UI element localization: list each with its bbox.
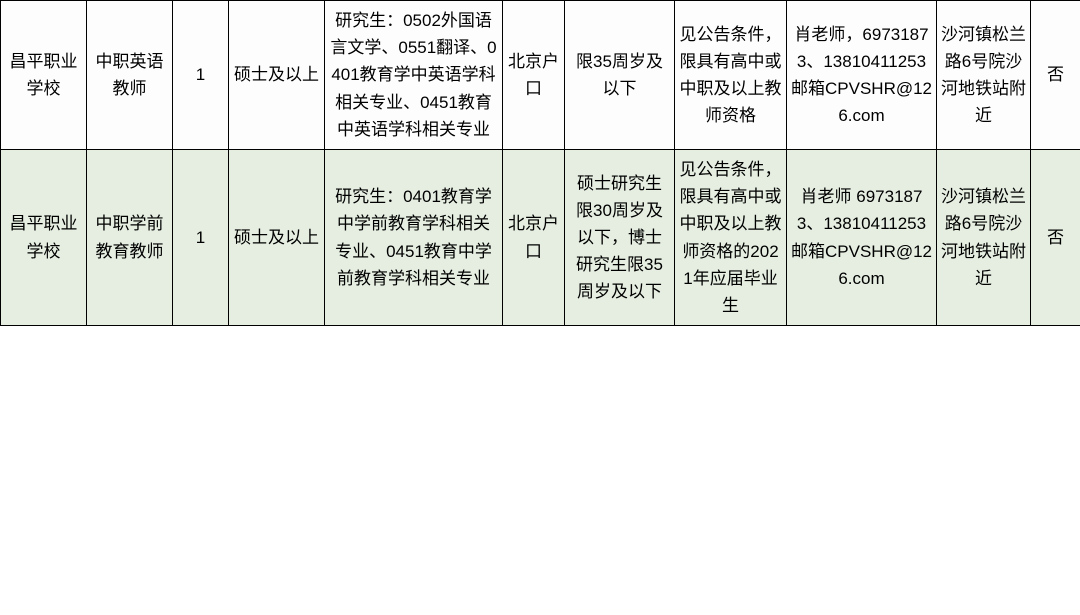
cell-age: 硕士研究生限30周岁及以下，博士研究生限35周岁及以下: [565, 149, 675, 325]
cell-hukou: 北京户口: [503, 149, 565, 325]
cell-requirement: 见公告条件，限具有高中或中职及以上教师资格: [675, 1, 787, 150]
cell-major: 研究生：0401教育学中学前教育学科相关专业、0451教育中学前教育学科相关专业: [325, 149, 503, 325]
cell-degree: 硕士及以上: [229, 1, 325, 150]
cell-contact: 肖老师 69731873、13810411253 邮箱CPVSHR@126.co…: [787, 149, 937, 325]
recruitment-table: 昌平职业学校 中职英语教师 1 硕士及以上 研究生：0502外国语言文学、055…: [0, 0, 1080, 326]
table-row: 昌平职业学校 中职英语教师 1 硕士及以上 研究生：0502外国语言文学、055…: [1, 1, 1080, 150]
cell-flag: 否: [1031, 1, 1080, 150]
cell-position: 中职英语教师: [87, 1, 173, 150]
cell-flag: 否: [1031, 149, 1080, 325]
cell-major: 研究生：0502外国语言文学、0551翻译、0401教育学中英语学科相关专业、0…: [325, 1, 503, 150]
cell-hukou: 北京户口: [503, 1, 565, 150]
cell-age: 限35周岁及以下: [565, 1, 675, 150]
cell-school: 昌平职业学校: [1, 149, 87, 325]
cell-count: 1: [173, 1, 229, 150]
cell-count: 1: [173, 149, 229, 325]
cell-degree: 硕士及以上: [229, 149, 325, 325]
cell-school: 昌平职业学校: [1, 1, 87, 150]
table-row: 昌平职业学校 中职学前教育教师 1 硕士及以上 研究生：0401教育学中学前教育…: [1, 149, 1080, 325]
cell-position: 中职学前教育教师: [87, 149, 173, 325]
cell-requirement: 见公告条件，限具有高中或中职及以上教师资格的2021年应届毕业生: [675, 149, 787, 325]
cell-contact: 肖老师，69731873、13810411253 邮箱CPVSHR@126.co…: [787, 1, 937, 150]
cell-address: 沙河镇松兰路6号院沙河地铁站附近: [937, 1, 1031, 150]
cell-address: 沙河镇松兰路6号院沙河地铁站附近: [937, 149, 1031, 325]
